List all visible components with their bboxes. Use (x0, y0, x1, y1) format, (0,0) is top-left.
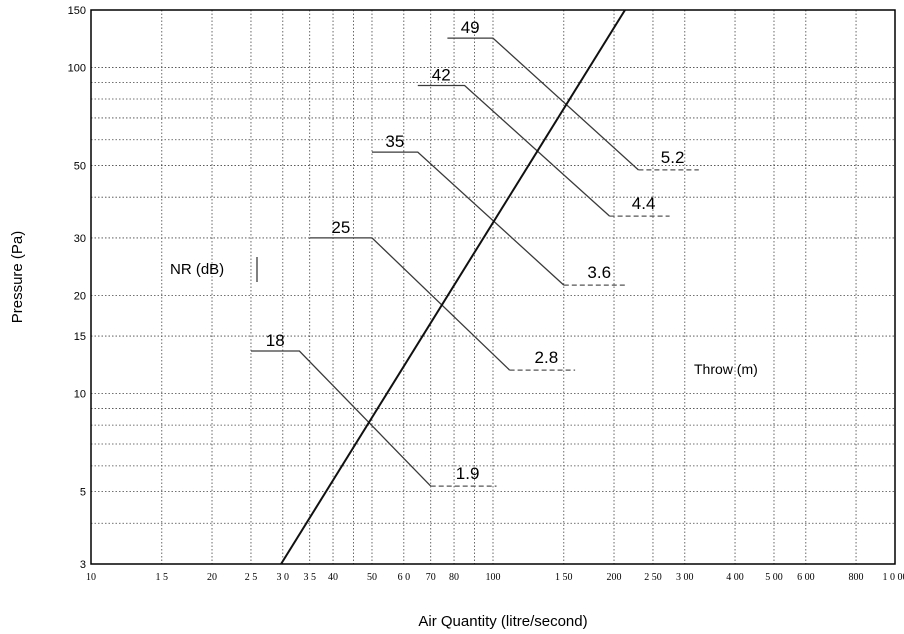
tick-labels: 10 1 5 20 2 5 3 0 3 5 40 50 6 0 70 80 100 1 50 200 2 5… (68, 5, 904, 583)
nr-annotation: NR (dB) (170, 257, 258, 282)
nr-curve-49: 495.2 (447, 18, 699, 171)
x-tick-label: 200 (607, 572, 622, 583)
y-axis-label: Pressure (Pa) (9, 231, 26, 324)
nr-curve-label: 42 (432, 66, 451, 85)
x-tick-label: 1 0 00 (883, 572, 904, 583)
x-tick-label: 6 00 (797, 572, 815, 583)
y-tick-label: 150 (68, 5, 86, 17)
x-tick-label: 10 (86, 572, 96, 583)
nr-curve-label: 25 (331, 218, 350, 237)
nr-annotation-text: NR (dB) (170, 261, 224, 278)
throw-value-label: 2.8 (535, 348, 559, 367)
x-tick-label: 1 5 (156, 572, 169, 583)
y-tick-label: 30 (74, 233, 86, 245)
x-tick-label: 3 00 (676, 572, 694, 583)
nr-curve-solid (309, 237, 511, 371)
x-tick-label: 5 00 (765, 572, 783, 583)
nr-curve-solid (251, 350, 432, 487)
x-tick-label: 6 0 (398, 572, 411, 583)
x-tick-label: 20 (207, 572, 217, 583)
nr-curve-label: 49 (461, 18, 480, 37)
x-tick-label: 70 (426, 572, 436, 583)
x-tick-label: 100 (486, 572, 501, 583)
x-tick-label: 2 5 (245, 572, 258, 583)
x-axis-label: Air Quantity (litre/second) (418, 613, 587, 630)
plot-frame (90, 9, 896, 565)
y-tick-label: 20 (74, 290, 86, 302)
x-tick-label: 1 50 (555, 572, 573, 583)
nr-curve-18: 181.9 (251, 331, 497, 487)
y-tick-label: 10 (74, 388, 86, 400)
throw-annotation: Throw (m) (694, 361, 758, 377)
nr-curve-label: 18 (266, 331, 285, 350)
grid (91, 10, 895, 564)
throw-value-label: 5.2 (661, 148, 685, 167)
x-tick-label: 4 00 (726, 572, 744, 583)
x-tick-label: 50 (367, 572, 377, 583)
y-tick-label: 15 (74, 331, 86, 343)
y-tick-label: 3 (80, 559, 86, 571)
y-tick-label: 5 (80, 487, 86, 499)
x-tick-label: 80 (449, 572, 459, 583)
nr-curve-42: 424.4 (417, 66, 670, 217)
nr-curve-solid (417, 84, 611, 217)
y-tick-label: 50 (74, 161, 86, 173)
throw-value-label: 3.6 (587, 263, 611, 282)
x-tick-label: 40 (328, 572, 338, 583)
x-tick-label: 3 0 (277, 572, 290, 583)
nr-curve-35: 353.6 (372, 132, 627, 286)
nr-curve-25: 252.8 (309, 218, 576, 371)
throw-value-label: 4.4 (632, 194, 656, 213)
main-line-path (280, 9, 626, 565)
nr-curve-solid (372, 151, 565, 286)
x-tick-label: 800 (849, 572, 864, 583)
x-tick-label: 3 5 (303, 572, 316, 583)
nr-curve-label: 35 (385, 132, 404, 151)
main-line (280, 9, 626, 565)
x-tick-label: 2 50 (644, 572, 662, 583)
throw-value-label: 1.9 (456, 464, 480, 483)
nr-curve-solid (447, 37, 639, 171)
y-tick-label: 100 (68, 62, 86, 74)
